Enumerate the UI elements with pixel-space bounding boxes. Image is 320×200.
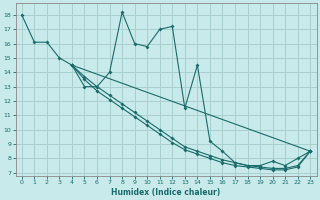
X-axis label: Humidex (Indice chaleur): Humidex (Indice chaleur)	[111, 188, 221, 197]
